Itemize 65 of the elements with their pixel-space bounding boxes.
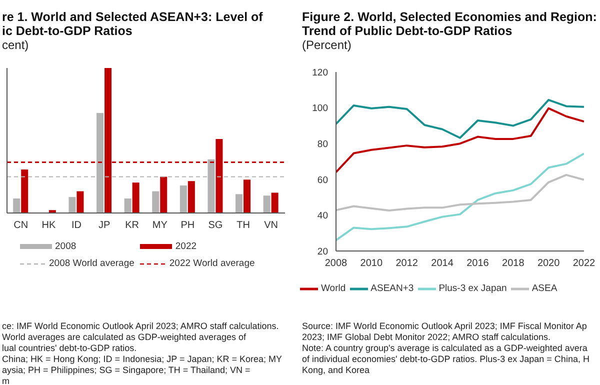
text: Kong, and Korea (302, 365, 371, 376)
x-tick-label: KR (125, 220, 140, 232)
y-tick-label: 20 (317, 246, 328, 258)
x-tick-label: 2008 (324, 258, 348, 270)
bar (124, 198, 132, 213)
y-tick-label: 120 (312, 67, 328, 78)
bar (132, 182, 140, 213)
bar (21, 170, 28, 213)
bar (263, 196, 270, 213)
line-series (336, 152, 584, 242)
text: aysia; PH = Philippines; SG = Singapore; TH = Thailand; VN = (2, 365, 252, 376)
y-tick-label: 60 (317, 174, 328, 186)
bar (76, 191, 84, 213)
x-tick-label: 2016 (466, 258, 490, 270)
x-tick-label: 2018 (502, 258, 525, 270)
x-tick-label: 2010 (360, 258, 383, 270)
bar (152, 191, 160, 213)
source-note: Source: IMF World Economic Outlook April 2023; IMF Fiscal Monitor Ap (302, 321, 588, 332)
line-series (336, 174, 584, 212)
y-tick-label: 80 (317, 138, 328, 150)
bar (236, 194, 243, 213)
bar (68, 197, 76, 213)
x-tick-label: 2014 (431, 258, 454, 270)
text: 2023; IMF Global Debt Monitor 2022; AMRO staff calculations. (302, 332, 552, 343)
x-tick-label: JP (98, 220, 110, 232)
text: lual countries' debt-to-GDP ratios. (2, 343, 138, 354)
x-tick-label: 2022 (572, 258, 596, 270)
x-tick-label: SG (208, 220, 223, 232)
y-tick-label: 100 (312, 103, 328, 114)
x-tick-label: TH (236, 220, 250, 232)
bar (160, 176, 168, 213)
x-tick-label: 2012 (396, 258, 418, 270)
line-series (336, 98, 584, 139)
text: ce: IMF World Economic Outlook April 2023; AMRO staff calculations. (2, 321, 280, 332)
chart-subtitle: cent) (2, 38, 30, 52)
y-tick-label: 40 (317, 210, 328, 222)
legend-label: 2022 World average (169, 258, 255, 269)
line-series (336, 107, 584, 174)
x-tick-label: 2020 (537, 258, 560, 270)
text: World averages are calculated as GDP-weighted averages of (2, 332, 247, 343)
x-tick-label: MY (152, 220, 168, 232)
bar (180, 185, 187, 213)
legend-label: ASEAN+3 (370, 283, 414, 294)
legend-label: ASEA (532, 283, 558, 294)
x-tick-label: CN (14, 220, 28, 232)
chart-subtitle: (Percent) (302, 38, 352, 52)
legend-label: 2008 (55, 241, 76, 252)
text: China; HK = Hong Kong; ID = Indonesia; JP = Japan; KR = Korea; MY (2, 354, 283, 365)
bar (13, 198, 20, 213)
text: Note: A country group's average is calculated as a GDP-weighted avera (302, 343, 588, 354)
x-tick-label: PH (180, 220, 195, 232)
text: m (2, 376, 10, 385)
legend-label: 2008 World average (49, 258, 134, 269)
chart-title: re 1. World and Selected ASEAN+3: Level of ic Debt-to-GDP Ratios (2, 10, 264, 38)
x-tick-label: HK (42, 220, 56, 232)
legend-label: World (321, 283, 346, 294)
legend-label: 2022 (175, 241, 197, 252)
bar (188, 181, 195, 213)
text: of individual economies' debt-to-GDP ratios. Plus-3 ex Japan = China, H (302, 354, 590, 365)
bar (244, 180, 251, 213)
x-tick-label: ID (72, 220, 82, 232)
chart-title: Figure 2. World, Selected Economies and Region: Trend of Public Debt-to-GDP Ratios (302, 10, 598, 38)
legend-label: Plus-3 ex Japan (438, 283, 507, 294)
bar (271, 192, 278, 213)
x-tick-label: VN (264, 220, 278, 232)
